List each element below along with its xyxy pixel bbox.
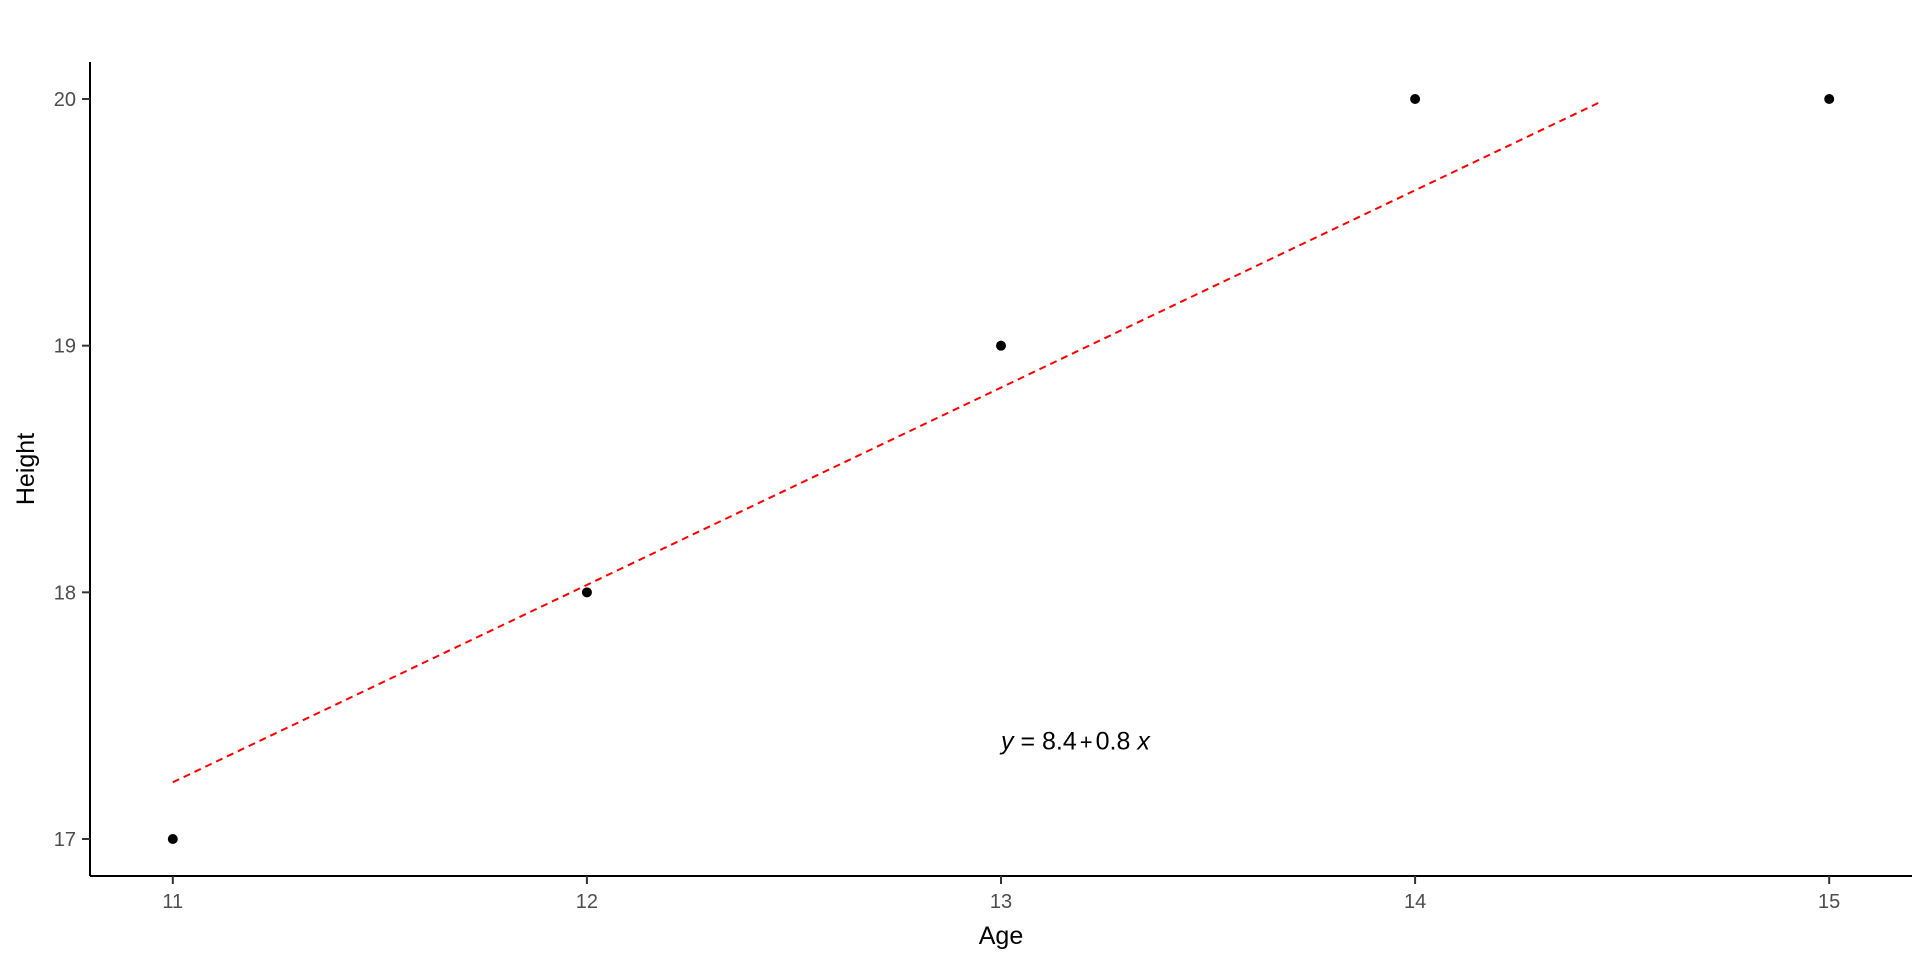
x-tick-label: 11: [162, 891, 183, 913]
data-point: [1410, 94, 1421, 104]
y-axis-title: Height: [12, 433, 40, 505]
data-points: [167, 94, 1835, 844]
regression-equation: y = 8.4 +0.8 x: [999, 727, 1151, 755]
x-tick-label: 14: [1404, 891, 1426, 913]
data-point: [581, 587, 592, 598]
fit-line: [172, 100, 1602, 784]
data-point: [167, 834, 178, 844]
y-tick-label: 20: [54, 89, 76, 111]
equation-y: y: [999, 727, 1015, 755]
plot-area: 11 12 13 14 15 17 18 19 20 y = 8.4 +0.8 x Age Hei…: [12, 62, 1912, 950]
equation-slope: 0.8: [1096, 727, 1131, 755]
y-tick-label: 17: [54, 829, 76, 851]
equation-plus: +: [1080, 729, 1093, 754]
data-point: [996, 340, 1006, 351]
x-tick-label: 13: [990, 891, 1012, 913]
y-tick-label: 18: [54, 582, 76, 604]
equation-x: x: [1136, 727, 1151, 755]
x-tick-label: 12: [576, 891, 598, 913]
x-tick-label: 15: [1818, 891, 1840, 913]
equation-intercept: = 8.4: [1014, 727, 1077, 755]
data-point: [1824, 94, 1835, 104]
x-ticks: 11 12 13 14 15: [162, 876, 1840, 913]
y-tick-label: 19: [54, 336, 76, 358]
x-axis-title: Age: [979, 922, 1023, 950]
y-ticks: 17 18 19 20: [54, 89, 90, 851]
